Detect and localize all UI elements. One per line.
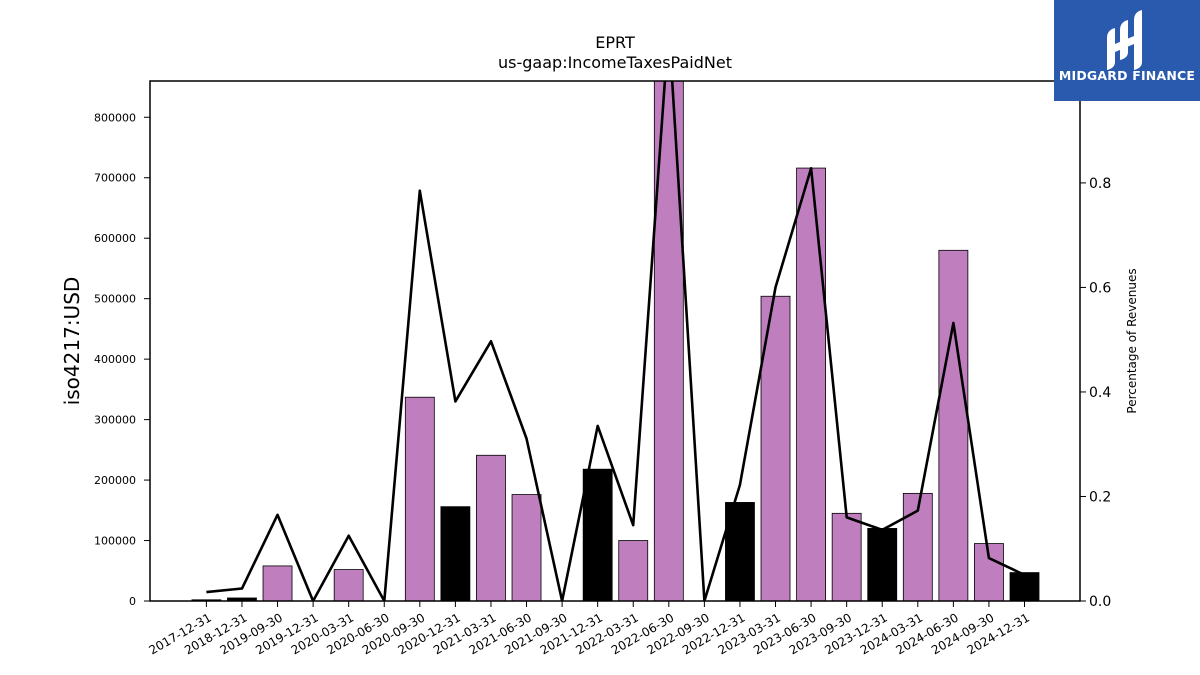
bar-2021-12-31 [582, 468, 613, 601]
y2-axis-label: Percentage of Revenues [1125, 268, 1139, 413]
y2-tick-label: 0.0 [1089, 594, 1111, 610]
y-tick-label: 0 [129, 595, 136, 608]
y-tick-label: 600000 [94, 232, 136, 245]
bar-2024-06-30 [938, 249, 969, 601]
bar-2021-06-30 [511, 494, 542, 601]
y2-tick-label: 0.6 [1089, 280, 1111, 296]
bar-2021-03-31 [476, 454, 506, 601]
logo-mark-icon [1107, 10, 1142, 70]
bar-2020-12-31 [440, 506, 471, 601]
logo-text: MIDGARD FINANCE [1058, 68, 1196, 83]
midgard-finance-logo: MIDGARD FINANCE [1054, 0, 1200, 101]
bar-2023-03-31 [760, 295, 791, 601]
bar-2018-12-31 [227, 597, 257, 601]
bar-2020-03-31 [333, 569, 364, 601]
bar-2023-09-30 [831, 512, 862, 601]
bar-2024-12-31 [1009, 572, 1040, 601]
y2-tick-label: 0.8 [1089, 176, 1111, 192]
y-axis-label: iso4217:USD [60, 277, 84, 406]
chart-subtitle: us-gaap:IncomeTaxesPaidNet [498, 53, 732, 72]
bar-2023-06-30 [796, 167, 826, 601]
y2-tick-label: 0.4 [1089, 385, 1111, 401]
bar-2019-09-30 [262, 565, 293, 601]
y-tick-label: 100000 [94, 535, 136, 548]
y-tick-label: 500000 [94, 293, 136, 306]
bar-2023-12-31 [867, 528, 898, 601]
plot-frame [149, 80, 1081, 602]
y-tick-label: 300000 [94, 414, 136, 427]
y-tick-label: 400000 [94, 353, 136, 366]
revenue-percentage-line [206, 81, 1026, 601]
y-tick-label: 800000 [94, 111, 136, 124]
y2-tick-label: 0.2 [1089, 489, 1111, 505]
bar-2020-09-30 [404, 396, 435, 601]
bar-2022-03-31 [618, 540, 649, 601]
y-tick-label: 200000 [94, 474, 136, 487]
chart-title: EPRT [595, 33, 635, 52]
y-tick-label: 700000 [94, 172, 136, 185]
